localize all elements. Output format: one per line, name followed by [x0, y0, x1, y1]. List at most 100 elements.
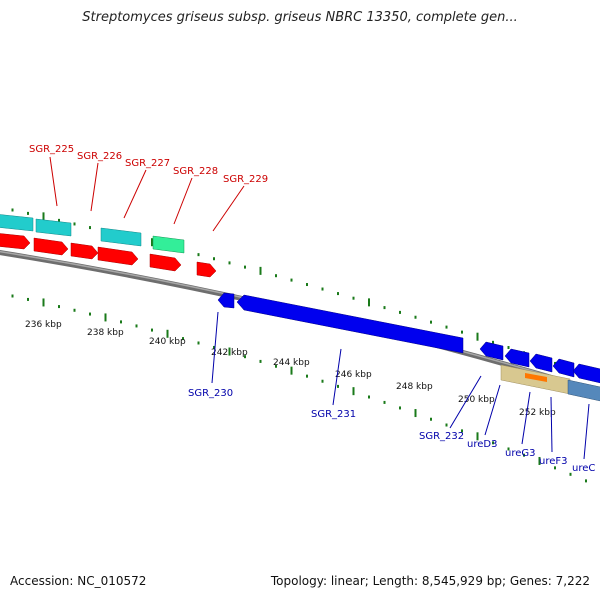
minor-tick	[461, 429, 463, 433]
scale-label: 252 kbp	[519, 408, 556, 418]
map-title: Streptomyces griseus subsp. griseus NBRC…	[82, 10, 518, 25]
minor-tick	[89, 312, 91, 316]
label-leader-line	[583, 403, 590, 460]
feature-rna-4[interactable]	[152, 235, 185, 254]
gene-label[interactable]: SGR_226	[77, 151, 122, 162]
gene-label[interactable]: ureC	[572, 463, 595, 474]
minor-tick	[151, 328, 153, 332]
label-leader-line	[173, 177, 193, 225]
minor-tick	[321, 379, 324, 383]
feature-cds-3[interactable]	[70, 242, 99, 260]
minor-tick	[507, 447, 510, 451]
gene-label[interactable]: SGR_229	[223, 174, 268, 185]
label-leader-line	[90, 162, 99, 212]
major-tick	[259, 266, 262, 275]
forward-feature-track	[0, 214, 217, 278]
gene-label[interactable]: SGR_227	[125, 158, 170, 169]
minor-tick	[414, 315, 417, 319]
minor-tick	[228, 261, 231, 265]
major-tick	[166, 329, 169, 338]
reverse-tick-track	[11, 294, 587, 483]
gene-label[interactable]: SGR_230	[188, 388, 233, 399]
minor-tick	[306, 283, 308, 287]
minor-tick	[275, 364, 277, 368]
minor-tick	[352, 296, 355, 300]
label-leader-line	[550, 396, 553, 453]
feature-cds-9[interactable]	[479, 341, 504, 361]
minor-tick	[213, 345, 215, 349]
major-tick	[104, 313, 107, 322]
feature-cds-13[interactable]	[572, 363, 600, 384]
minor-tick	[73, 308, 76, 312]
gene-label[interactable]: ureD3	[467, 439, 497, 450]
minor-tick	[585, 479, 587, 483]
feature-rna-2[interactable]	[35, 218, 72, 237]
gene-label[interactable]: SGR_232	[419, 431, 464, 442]
minor-tick	[89, 226, 91, 230]
minor-tick	[383, 306, 386, 310]
label-leader-line	[332, 348, 342, 406]
minor-tick	[492, 340, 494, 344]
gene-label[interactable]: SGR_228	[173, 166, 218, 177]
feature-cds-11[interactable]	[529, 353, 553, 373]
feature-cds-10[interactable]	[504, 348, 530, 368]
minor-tick	[73, 222, 76, 226]
label-leader-line	[49, 156, 58, 207]
feature-cds-1[interactable]	[0, 233, 31, 250]
minor-tick	[399, 310, 401, 314]
minor-tick	[399, 406, 401, 410]
feature-rna-5[interactable]	[567, 379, 600, 402]
minor-tick	[461, 330, 463, 334]
major-tick	[228, 347, 231, 356]
minor-tick	[27, 297, 29, 301]
genome-summary: Topology: linear; Length: 8,545,929 bp; …	[270, 574, 590, 588]
major-tick	[368, 298, 370, 307]
major-tick	[42, 212, 45, 221]
feature-cds-7[interactable]	[217, 292, 235, 309]
minor-tick	[244, 265, 246, 269]
gene-label[interactable]: SGR_225	[29, 144, 74, 155]
gene-label[interactable]: SGR_231	[311, 409, 356, 420]
minor-tick	[58, 218, 60, 222]
minor-tick	[213, 257, 215, 261]
forward-tick-track	[11, 208, 587, 378]
label-leader-line	[484, 384, 501, 436]
feature-cds-8[interactable]	[236, 294, 464, 354]
scale-label: 238 kbp	[87, 328, 124, 338]
label-leader-line	[123, 169, 147, 219]
feature-cds-2[interactable]	[33, 237, 69, 256]
label-leader-line	[521, 391, 531, 445]
major-tick	[476, 432, 479, 441]
feature-rna-3[interactable]	[100, 227, 142, 247]
feature-cds-6[interactable]	[196, 261, 217, 278]
gene-label[interactable]: ureG3	[505, 448, 536, 459]
feature-rna-1[interactable]	[0, 214, 34, 232]
major-tick	[151, 238, 153, 247]
scale-label: 242 kbp	[211, 348, 248, 358]
minor-tick	[58, 305, 60, 309]
feature-region-highlight[interactable]	[525, 373, 547, 382]
minor-tick	[27, 211, 29, 215]
minor-tick	[182, 337, 184, 341]
major-tick	[414, 409, 417, 418]
feature-cds-5[interactable]	[149, 253, 182, 272]
minor-tick	[321, 287, 324, 291]
feature-cds-12[interactable]	[552, 358, 575, 378]
reverse-feature-track	[217, 292, 600, 402]
feature-cds-4[interactable]	[97, 246, 139, 266]
minor-tick	[306, 374, 308, 378]
minor-tick	[554, 466, 556, 470]
gene-label[interactable]: ureF3	[539, 456, 568, 467]
minor-tick	[569, 472, 572, 476]
minor-tick	[430, 320, 432, 324]
minor-tick	[445, 325, 448, 329]
minor-tick	[11, 294, 14, 298]
scale-labels: 236 kbp 238 kbp 240 kbp 242 kbp 244 kbp 246 k…	[25, 320, 556, 418]
scale-label: 240 kbp	[149, 337, 186, 347]
major-tick	[290, 366, 293, 375]
major-tick	[538, 456, 541, 465]
major-tick	[42, 298, 45, 307]
